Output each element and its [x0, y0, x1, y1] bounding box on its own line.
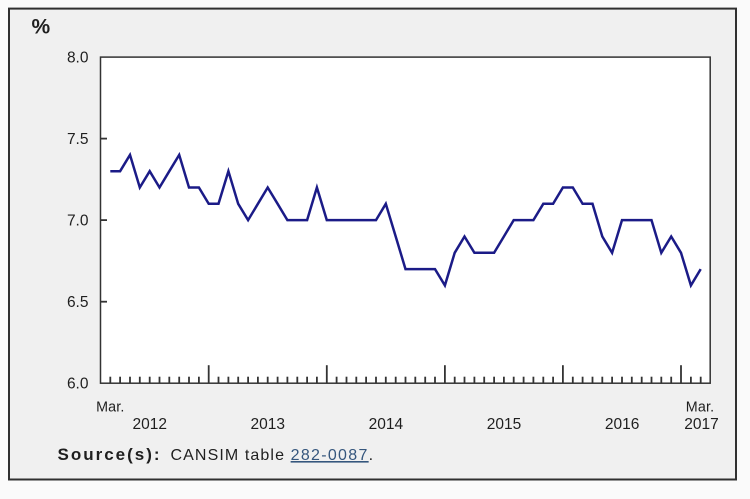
svg-text:2016: 2016 [605, 416, 639, 433]
svg-text:2014: 2014 [369, 416, 404, 433]
svg-text:Mar.: Mar. [686, 400, 714, 416]
svg-text:2012: 2012 [132, 416, 166, 433]
svg-text:2017: 2017 [684, 416, 718, 433]
svg-text:7.0: 7.0 [67, 213, 89, 230]
svg-text:Mar.: Mar. [96, 400, 124, 416]
svg-text:2015: 2015 [487, 416, 521, 433]
svg-text:CANSIM table 282-0087.: CANSIM table 282-0087. [171, 447, 374, 464]
svg-text:7.5: 7.5 [67, 131, 89, 148]
svg-text:8.0: 8.0 [67, 50, 89, 67]
svg-text:Source(s):: Source(s): [58, 445, 162, 464]
svg-text:%: % [32, 16, 51, 39]
svg-text:2013: 2013 [251, 416, 285, 433]
svg-text:6.5: 6.5 [67, 294, 89, 311]
svg-text:6.0: 6.0 [67, 376, 89, 393]
